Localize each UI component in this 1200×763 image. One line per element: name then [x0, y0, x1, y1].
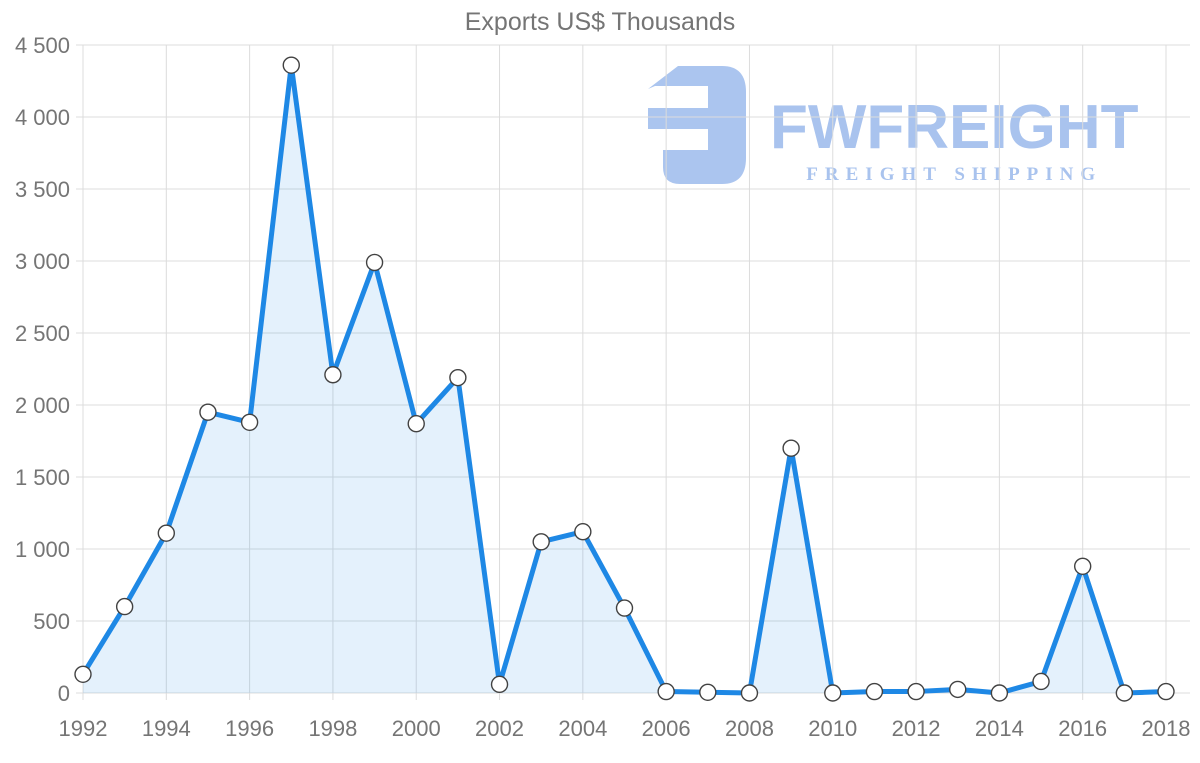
x-axis-tick-label: 2006: [642, 716, 691, 741]
data-point-marker: [282, 56, 300, 74]
x-axis-tick-label: 2014: [975, 716, 1024, 741]
x-axis-tick-label: 2016: [1058, 716, 1107, 741]
x-axis-tick-label: 2004: [558, 716, 607, 741]
x-axis-tick-label: 2000: [392, 716, 441, 741]
y-axis-tick-label: 1 000: [15, 537, 70, 562]
x-axis-tick-label: 2010: [808, 716, 857, 741]
data-point-marker: [1073, 557, 1092, 575]
y-axis-tick-label: 3 000: [15, 249, 70, 274]
data-point-marker: [615, 599, 634, 617]
data-point-marker: [907, 682, 925, 701]
y-axis-tick-label: 0: [58, 681, 70, 706]
data-point-marker: [949, 680, 967, 699]
data-point-marker: [574, 523, 592, 541]
data-point-marker: [490, 675, 509, 694]
data-point-marker: [699, 683, 717, 701]
data-point-marker: [657, 682, 675, 701]
y-axis-tick-label: 2 000: [15, 393, 70, 418]
logo-brand-text: FWFREIGHT: [770, 93, 1139, 162]
data-point-marker: [865, 682, 884, 701]
data-point-marker: [324, 366, 342, 384]
data-point-marker: [824, 684, 842, 702]
x-axis-tick-label: 2008: [725, 716, 774, 741]
x-axis-tick-label: 1994: [142, 716, 191, 741]
data-point-marker: [990, 684, 1009, 702]
data-point-marker: [407, 415, 425, 433]
x-axis-tick-label: 1998: [308, 716, 357, 741]
y-axis-tick-label: 2 500: [15, 321, 70, 346]
x-axis-tick-label: 1996: [225, 716, 274, 741]
data-point-marker: [1032, 672, 1050, 691]
y-axis-tick-label: 500: [33, 609, 70, 634]
data-point-marker: [199, 403, 217, 421]
series-area-fill: [83, 65, 1166, 693]
chart-title: Exports US$ Thousands: [464, 8, 736, 36]
data-point-marker: [157, 524, 176, 542]
logo-text-block: FWFREIGHT FREIGHT SHIPPING: [770, 66, 1139, 186]
fwfreight-watermark: FWFREIGHT FREIGHT SHIPPING: [648, 66, 1139, 186]
y-axis-tick-label: 4 000: [15, 105, 70, 130]
data-point-marker: [240, 413, 259, 431]
data-point-marker: [1157, 682, 1175, 701]
data-point-marker: [782, 439, 800, 457]
data-point-marker: [449, 368, 467, 387]
x-axis-tick-label: 1992: [59, 716, 108, 741]
x-axis-tick-label: 2018: [1142, 716, 1191, 741]
y-axis-tick-label: 1 500: [15, 465, 70, 490]
x-axis-tick-label: 2012: [892, 716, 941, 741]
data-point-marker: [365, 253, 384, 272]
data-point-marker: [740, 684, 759, 702]
data-point-marker: [74, 665, 92, 683]
y-axis-tick-label: 4 500: [15, 33, 70, 58]
x-axis-tick-label: 2002: [475, 716, 524, 741]
data-point-marker: [115, 597, 134, 616]
data-point-marker: [532, 533, 550, 551]
data-point-marker: [1115, 684, 1134, 702]
fwfreight-logo-icon: [648, 66, 746, 184]
logo-tagline-text: FREIGHT SHIPPING: [806, 164, 1103, 185]
y-axis-tick-label: 3 500: [15, 177, 70, 202]
